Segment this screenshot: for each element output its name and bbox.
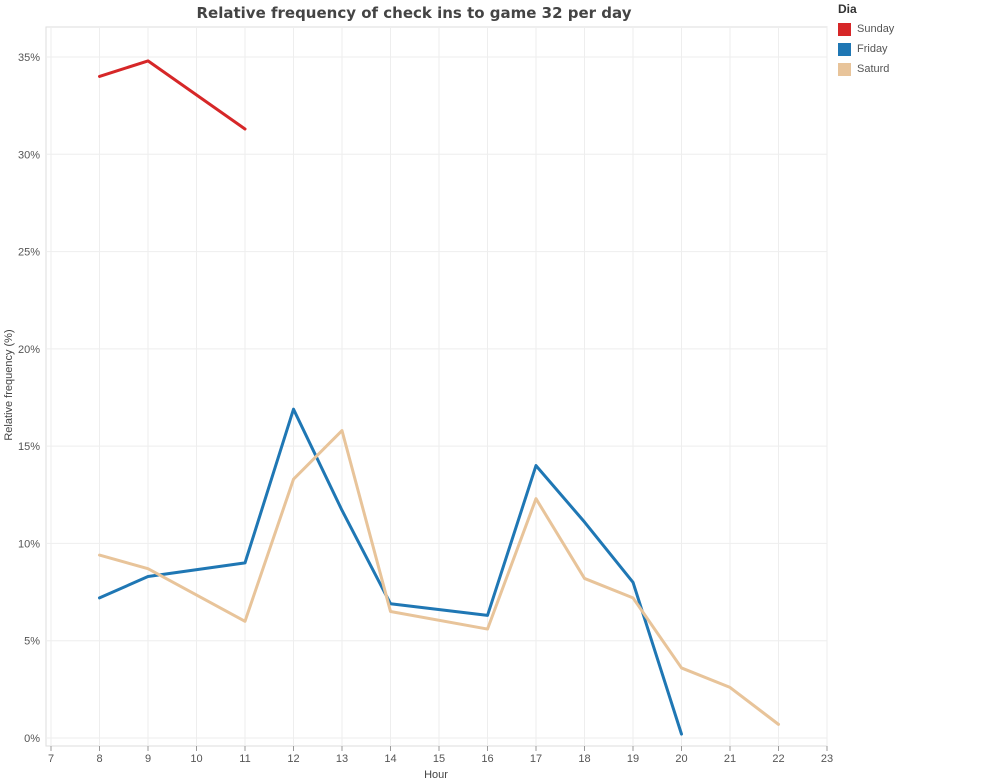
x-tick-label: 8 (96, 753, 102, 765)
y-tick-label: 25% (18, 247, 40, 259)
series-line-saturd[interactable] (98, 429, 780, 726)
legend-label: Friday (857, 43, 888, 55)
legend-item-sunday[interactable]: Sunday (838, 19, 894, 39)
series-line-friday[interactable] (98, 407, 683, 736)
legend-item-saturd[interactable]: Saturd (838, 59, 894, 79)
x-tick-label: 18 (578, 753, 590, 765)
y-tick-label: 30% (18, 149, 40, 161)
x-tick-label: 12 (287, 753, 299, 765)
x-tick-label: 14 (384, 753, 396, 765)
x-tick-label: 19 (627, 753, 639, 765)
series-line-sunday[interactable] (98, 59, 247, 131)
legend-item-friday[interactable]: Friday (838, 39, 894, 59)
y-tick-label: 10% (18, 538, 40, 550)
gridlines (46, 27, 828, 746)
legend-swatch (838, 22, 851, 36)
plot-area (45, 26, 828, 747)
x-tick-label: 16 (481, 753, 493, 765)
x-tick-label: 13 (336, 753, 348, 765)
legend-label: Saturd (857, 63, 890, 75)
x-tick-label: 15 (433, 753, 445, 765)
x-tick-label: 7 (48, 753, 54, 765)
x-tick-label: 9 (145, 753, 151, 765)
x-axis-ticks: 7 8 9 10 11 12 13 14 15 16 17 18 19 20 21 22 23 (48, 746, 833, 765)
legend-label: Sunday (857, 23, 895, 35)
legend-swatch (838, 42, 851, 56)
x-tick-label: 21 (724, 753, 736, 765)
x-tick-label: 17 (530, 753, 542, 765)
y-tick-label: 20% (18, 344, 40, 356)
y-tick-label: 35% (18, 52, 40, 64)
y-tick-label: 15% (18, 441, 40, 453)
x-tick-label: 20 (675, 753, 687, 765)
x-axis-label: Hour (424, 769, 448, 781)
x-tick-label: 22 (772, 753, 784, 765)
y-tick-label: 0% (24, 733, 40, 745)
legend: Dia Sunday Friday Saturd (838, 2, 894, 79)
y-axis-label: Relative frequency (%) (3, 329, 15, 440)
legend-title: Dia (838, 2, 857, 16)
series-lines (98, 59, 780, 736)
chart-title: Relative frequency of check ins to game … (197, 4, 632, 22)
y-axis-ticks: 0% 5% 10% 15% 20% 25% 30% 35% (18, 52, 40, 745)
x-tick-label: 10 (190, 753, 202, 765)
x-tick-label: 11 (239, 753, 250, 765)
x-tick-label: 23 (821, 753, 833, 765)
legend-swatch (838, 62, 851, 76)
y-tick-label: 5% (24, 636, 40, 648)
